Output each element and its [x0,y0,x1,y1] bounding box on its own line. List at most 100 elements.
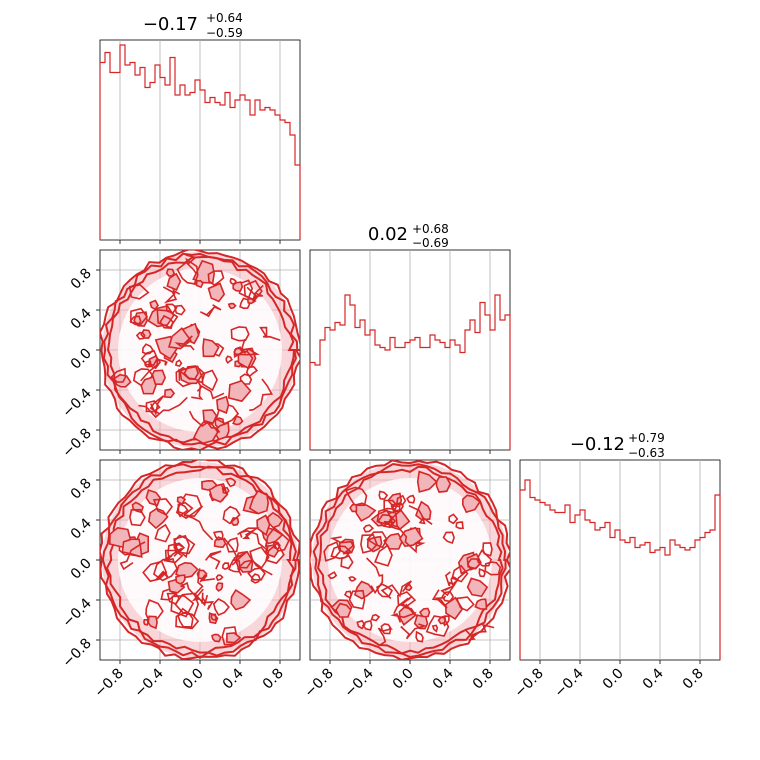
title-param-1-value: −0.17 [143,14,198,35]
contour-blob [128,283,150,300]
contour-line [179,581,204,602]
x-tick-label: 0.0 [180,666,207,693]
contour-panel-p2-p3 [310,460,510,660]
contour-blob [174,359,183,368]
contour-blob [455,521,464,530]
contour-blob [416,470,438,493]
contour-blob [213,530,224,541]
contour-blob [272,541,281,551]
contour-line [390,603,417,623]
contour-line [155,570,169,581]
contour-line [163,542,184,562]
contour-line [366,557,384,595]
y-tick-label: −0.8 [59,426,94,461]
contour-blob [478,567,486,578]
contour-blob [451,564,469,583]
title-param-2-minus: −0.69 [412,236,449,250]
contour-blob [383,499,398,514]
contour-blob [207,270,225,286]
contour-blob [245,365,259,378]
contour-blob [159,314,174,330]
contour-blob [344,486,368,507]
contour-blob [239,373,253,385]
contour-blob [140,375,157,395]
contour-blob [340,554,354,570]
contour-blob [129,508,146,527]
contour-line [259,326,281,342]
contour-blob [225,536,239,553]
y-tick-label: −0.4 [59,385,94,420]
contour-ring [100,250,300,450]
contour-blob [461,494,481,514]
y-tick-label: 0.8 [68,476,95,503]
contour-blob [466,558,482,571]
contour-blob [391,502,401,512]
contour-blob [335,602,352,618]
contour-blob [225,355,233,364]
contour-blob [361,619,373,631]
contour-ring [102,252,299,447]
contour-blob [466,577,489,598]
contour-blob [221,626,238,646]
y-tick-label: −0.4 [59,595,94,630]
contour-blob [165,268,176,277]
contour-blob [482,542,493,557]
y-tick-label: 0.0 [68,556,95,583]
contour-line [204,550,222,570]
contour-blob [366,531,388,549]
title-param-2: 0.02 +0.68 −0.69 [368,222,449,250]
title-param-3-value: −0.12 [570,434,625,455]
contour-blob [175,574,186,585]
contour-ring [105,465,295,654]
contour-line [149,395,165,417]
contour-blob [327,571,338,580]
contour-blob [175,493,203,520]
contour-blob [149,299,159,311]
contour-line [223,537,248,566]
contour-blob [256,514,271,537]
title-param-2-value: 0.02 [368,224,408,245]
contour-blob [210,613,217,622]
contour-line [237,527,260,540]
contour-blob [142,560,168,583]
contour-blob [395,494,407,506]
contour-blob [216,395,230,414]
histogram-param-2 [309,294,511,450]
contour-group [100,250,300,450]
contour-blob [222,505,241,525]
contour-blob [249,546,270,570]
contour-blob [215,574,224,581]
contour-panel-p1-p2 [100,250,300,450]
y-tick-label: 0.0 [68,346,95,373]
contour-group [310,460,510,660]
contour-blob [121,538,143,559]
contour-line [408,504,433,525]
x-tick-label: 0.4 [640,665,667,692]
title-param-1-minus: −0.59 [206,26,243,40]
contour-blob [415,630,424,643]
contour-blob [141,343,154,355]
contour-blob [227,302,237,310]
contour-blob [376,583,394,598]
contour-blob [455,596,475,612]
contour-blob [174,592,200,617]
title-param-1-plus: +0.64 [206,11,243,25]
contour-blob [374,544,393,567]
contour-line [431,589,448,609]
contour-blob [110,367,127,383]
contour-blob [448,513,459,525]
contour-line [183,505,214,541]
histogram-step-line [519,479,721,660]
x-tick-label: −0.8 [91,666,126,701]
contour-blob [415,500,432,521]
contour-blob [174,543,186,553]
contour-blob [207,282,226,303]
contour-blob [362,524,375,533]
contour-line [138,396,188,419]
contour-line [162,286,181,304]
contour-blob [380,623,392,635]
contour-blob [176,496,187,506]
contour-blob [237,350,254,370]
x-tick-label: 0.4 [430,665,457,692]
